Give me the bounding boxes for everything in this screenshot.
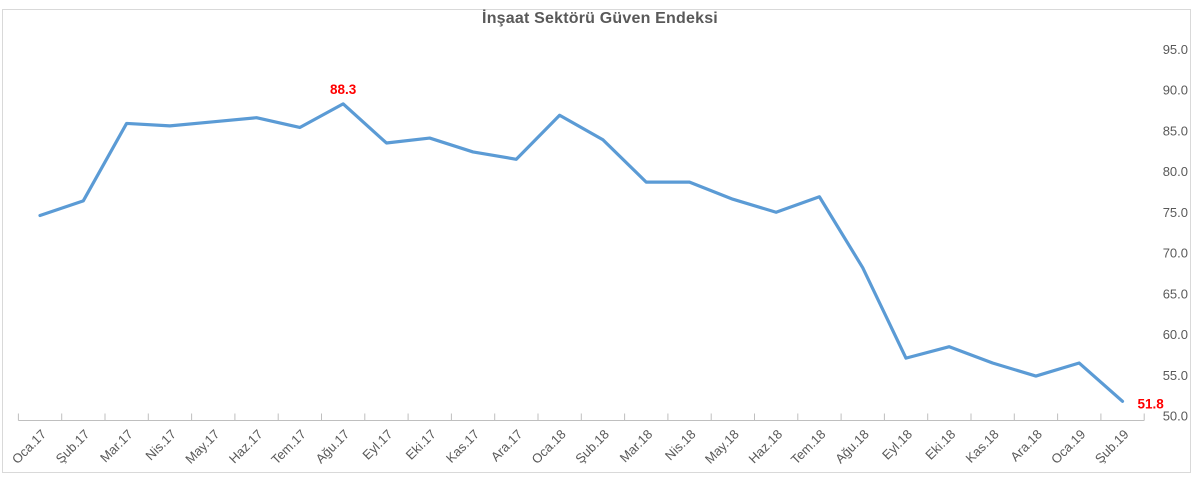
x-axis-label: Tem.18 <box>788 427 829 468</box>
x-axis-label: Nis.17 <box>142 427 179 464</box>
x-axis-label: Oca.17 <box>9 427 49 467</box>
x-axis-label: Oca.18 <box>528 427 568 467</box>
y-axis-label: 70.0 <box>1163 246 1188 261</box>
y-axis-label: 95.0 <box>1163 42 1188 57</box>
x-axis-label: Şub.19 <box>1092 427 1132 467</box>
x-axis-label: Şub.17 <box>53 427 93 467</box>
x-axis-line <box>17 413 1145 421</box>
x-axis-label: Nis.18 <box>662 427 699 464</box>
data-label-max: 88.3 <box>330 82 357 97</box>
y-axis-label: 60.0 <box>1163 327 1188 342</box>
x-axis-label: Mar.17 <box>97 427 136 466</box>
chart-title: İnşaat Sektörü Güven Endeksi <box>482 10 718 27</box>
data-label-last: 51.8 <box>1138 396 1165 411</box>
y-axis-label: 65.0 <box>1163 286 1188 301</box>
x-axis-label: Mar.18 <box>617 427 656 466</box>
x-axis-label: Ağu.17 <box>312 427 352 467</box>
y-axis-label: 75.0 <box>1163 205 1188 220</box>
x-axis-label: Haz.17 <box>226 427 266 467</box>
y-axis-label: 55.0 <box>1163 368 1188 383</box>
x-axis-label: Eyl.18 <box>879 427 915 463</box>
y-axis-label: 50.0 <box>1163 409 1188 424</box>
x-axis-label: Kas.18 <box>962 427 1001 466</box>
chart-border-frame <box>2 9 1191 473</box>
confidence-index-line <box>38 102 1125 403</box>
x-axis-label: Tem.17 <box>268 427 309 468</box>
x-axis-label: Ara.18 <box>1007 427 1045 465</box>
x-axis-label: Eki.18 <box>922 427 958 463</box>
x-axis-label: Eyl.17 <box>359 427 395 463</box>
x-axis-label: Ağu.18 <box>832 427 872 467</box>
x-axis-label: Kas.17 <box>443 427 482 466</box>
x-axis-label: Oca.19 <box>1048 427 1088 467</box>
x-axis-label: Şub.18 <box>572 427 612 467</box>
y-axis-label: 85.0 <box>1163 123 1188 138</box>
x-axis-label: Eki.17 <box>403 427 439 463</box>
x-axis-label: May.18 <box>702 427 742 467</box>
x-axis-label: May.17 <box>182 427 222 467</box>
y-axis-label: 80.0 <box>1163 164 1188 179</box>
y-axis-label: 90.0 <box>1163 83 1188 98</box>
x-axis-label: Ara.17 <box>488 427 526 465</box>
x-axis-label: Haz.18 <box>745 427 785 467</box>
